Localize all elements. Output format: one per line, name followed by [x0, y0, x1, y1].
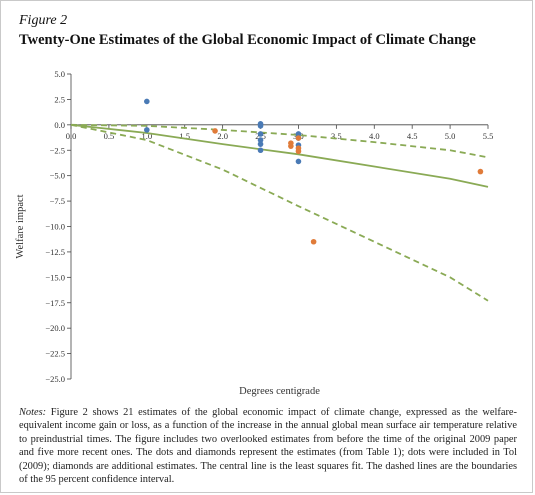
figure-notes: Notes: Figure 2 shows 21 estimates of th…: [19, 406, 517, 486]
dot-point: [257, 123, 264, 129]
x-tick-label: 2.0: [217, 131, 228, 141]
dot-point: [144, 127, 150, 133]
x-tick-label: 4.0: [369, 131, 380, 141]
dot-point: [144, 98, 150, 105]
y-tick-label: −2.5: [50, 145, 65, 155]
diamond-point: [310, 238, 317, 245]
y-tick-label: 2.5: [54, 94, 65, 104]
x-tick-label: 0.0: [66, 131, 77, 141]
dot-point: [295, 158, 302, 165]
x-tick-label: 4.5: [407, 131, 418, 141]
y-tick-label: −20.0: [45, 323, 65, 333]
dot-point: [257, 147, 264, 154]
y-tick-label: 0.0: [54, 120, 65, 130]
x-tick-label: 5.0: [445, 131, 456, 141]
scatter-chart: 5.02.50.0−2.5−5.0−7.5−10.0−12.5−15.0−17.…: [15, 69, 494, 397]
x-tick-label: 1.0: [142, 131, 153, 141]
diamond-point: [295, 148, 302, 155]
dot-point: [257, 137, 264, 143]
diamond-point: [212, 128, 218, 134]
notes-label: Notes:: [19, 407, 47, 418]
x-tick-label: 5.5: [483, 131, 494, 141]
y-tick-label: −17.5: [45, 298, 65, 308]
diamond-point: [477, 168, 484, 175]
y-tick-label: −5.0: [50, 171, 65, 181]
dot-point: [257, 141, 264, 147]
dot-point: [257, 131, 264, 137]
y-tick-label: −12.5: [45, 247, 65, 257]
x-axis-label: Degrees centigrade: [239, 386, 320, 397]
figure-label: Figure 2: [19, 13, 68, 28]
x-tick-label: 1.5: [179, 131, 190, 141]
dot-point: [295, 131, 302, 137]
y-axis-label: Welfare impact: [15, 194, 26, 258]
diamond-point: [288, 143, 294, 149]
y-tick-label: 5.0: [54, 69, 65, 79]
x-tick-label: 0.5: [104, 131, 115, 141]
x-tick-label: 3.5: [331, 131, 342, 141]
y-tick-label: −25.0: [45, 374, 65, 384]
y-tick-label: −22.5: [45, 349, 65, 359]
diamond-point: [295, 135, 302, 141]
y-tick-label: −10.0: [45, 222, 65, 232]
y-tick-label: −15.0: [45, 272, 65, 282]
confidence-bound-line: [70, 123, 489, 302]
notes-text: Figure 2 shows 21 estimates of the globa…: [19, 407, 517, 486]
least-squares-fit-line: [70, 123, 489, 188]
y-tick-label: −7.5: [50, 196, 65, 206]
figure-title: Twenty-One Estimates of the Global Econo…: [19, 32, 476, 48]
confidence-bound-line: [70, 123, 489, 159]
